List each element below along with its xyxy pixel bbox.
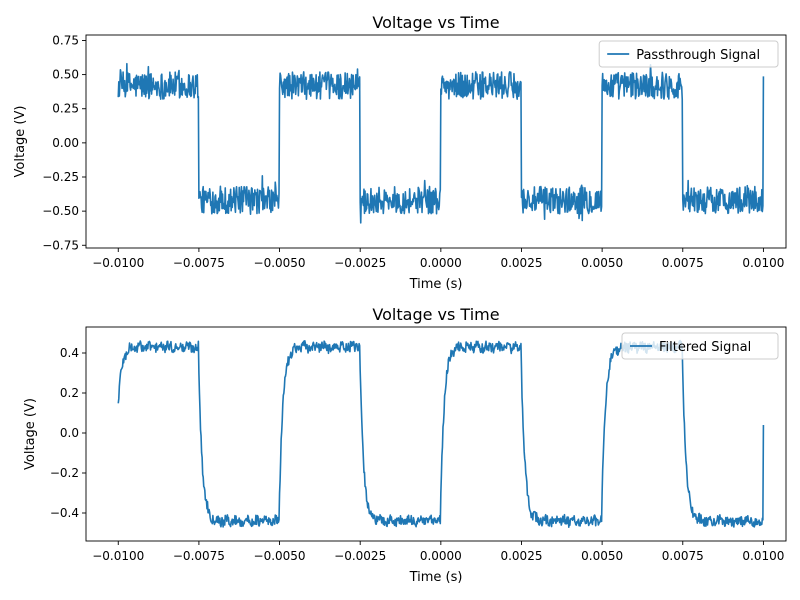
x-tick-label: 0.0025: [500, 256, 542, 270]
x-axis-label: Time (s): [409, 277, 463, 292]
x-tick-label: 0.0050: [581, 256, 623, 270]
x-tick-label: 0.0100: [742, 256, 784, 270]
y-tick-label: 0.25: [52, 102, 79, 116]
x-tick-label: −0.0050: [254, 549, 306, 563]
legend: Filtered Signal: [621, 332, 779, 360]
series-line: [117, 339, 765, 528]
chart-1: Voltage vs Time −0.0100 −0.0075 −0.0050 −0.0…: [13, 13, 787, 292]
y-axis-label: Voltage (V): [13, 106, 28, 178]
series-line: [117, 62, 765, 224]
y-tick-label: 0.50: [52, 68, 79, 82]
y-tick-label: 0.00: [52, 136, 79, 150]
axes-frame: [85, 326, 787, 542]
axes-frame: [85, 34, 787, 249]
chart-title: Voltage vs Time: [372, 13, 499, 32]
y-tick-label: −0.75: [42, 238, 79, 252]
y-tick-label: 0.4: [60, 346, 79, 360]
x-tick-label: −0.0075: [173, 549, 225, 563]
chart-title: Voltage vs Time: [372, 305, 499, 324]
x-tick-label: −0.0025: [334, 256, 386, 270]
x-tick-label: −0.0075: [173, 256, 225, 270]
legend-label: Passthrough Signal: [636, 48, 760, 63]
x-tick-label: 0.0100: [742, 549, 784, 563]
y-tick-label: −0.4: [50, 506, 79, 520]
x-axis-label: Time (s): [409, 570, 463, 585]
y-axis-label: Voltage (V): [23, 398, 38, 470]
x-tick-label: 0.0075: [662, 256, 704, 270]
chart-2: Voltage vs Time −0.0100 −0.0075 −0.0050 −0.0…: [23, 305, 787, 585]
x-tick-label: −0.0025: [334, 549, 386, 563]
y-tick-label: 0.2: [60, 386, 79, 400]
x-tick-label: −0.0100: [92, 256, 144, 270]
legend-box: [621, 332, 779, 360]
x-tick-label: −0.0100: [92, 549, 144, 563]
legend-box: [598, 40, 779, 68]
y-tick-label: 0.0: [60, 426, 79, 440]
y-tick-label: −0.50: [42, 204, 79, 218]
x-tick-label: 0.0000: [420, 549, 462, 563]
x-tick-label: −0.0050: [254, 256, 306, 270]
legend-label: Filtered Signal: [659, 340, 751, 355]
x-tick-label: 0.0075: [662, 549, 704, 563]
legend: Passthrough Signal: [598, 40, 779, 68]
y-tick-label: −0.2: [50, 466, 79, 480]
x-tick-label: 0.0025: [500, 549, 542, 563]
x-tick-label: 0.0000: [420, 256, 462, 270]
x-tick-label: 0.0050: [581, 549, 623, 563]
y-tick-label: 0.75: [52, 33, 79, 47]
y-tick-label: −0.25: [42, 170, 79, 184]
